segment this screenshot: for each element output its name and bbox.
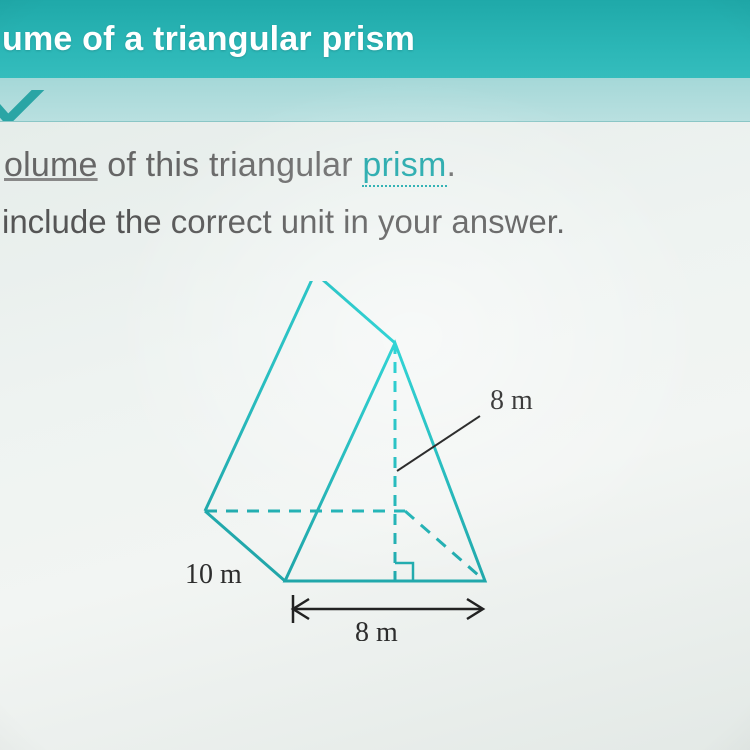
lesson-title-bar: ume of a triangular prism (0, 0, 750, 78)
checkmark-icon (0, 90, 46, 124)
prism-svg: 8 m 8 m 10 m (145, 281, 605, 641)
prism-link[interactable]: prism (362, 146, 446, 187)
question-text-mid: of this triangular (98, 146, 363, 184)
height-leader (397, 416, 480, 471)
prism-figure: 8 m 8 m 10 m (0, 281, 750, 641)
label-base: 8 m (355, 617, 398, 641)
front-triangle (285, 343, 485, 581)
right-angle-marker (395, 563, 413, 581)
label-height: 8 m (490, 385, 533, 416)
question-content: olume of this triangular prism. include … (0, 122, 750, 750)
volume-fragment: olume (4, 146, 98, 184)
lesson-title-text: ume of a triangular prism (2, 20, 415, 59)
instruction-line: include the correct unit in your answer. (2, 203, 750, 241)
label-length: 10 m (185, 559, 242, 590)
edge-back-left-slope (205, 281, 315, 511)
question-text-suffix: . (447, 146, 457, 184)
subheader-strip (0, 78, 750, 122)
question-line-1: olume of this triangular prism. (4, 146, 750, 185)
